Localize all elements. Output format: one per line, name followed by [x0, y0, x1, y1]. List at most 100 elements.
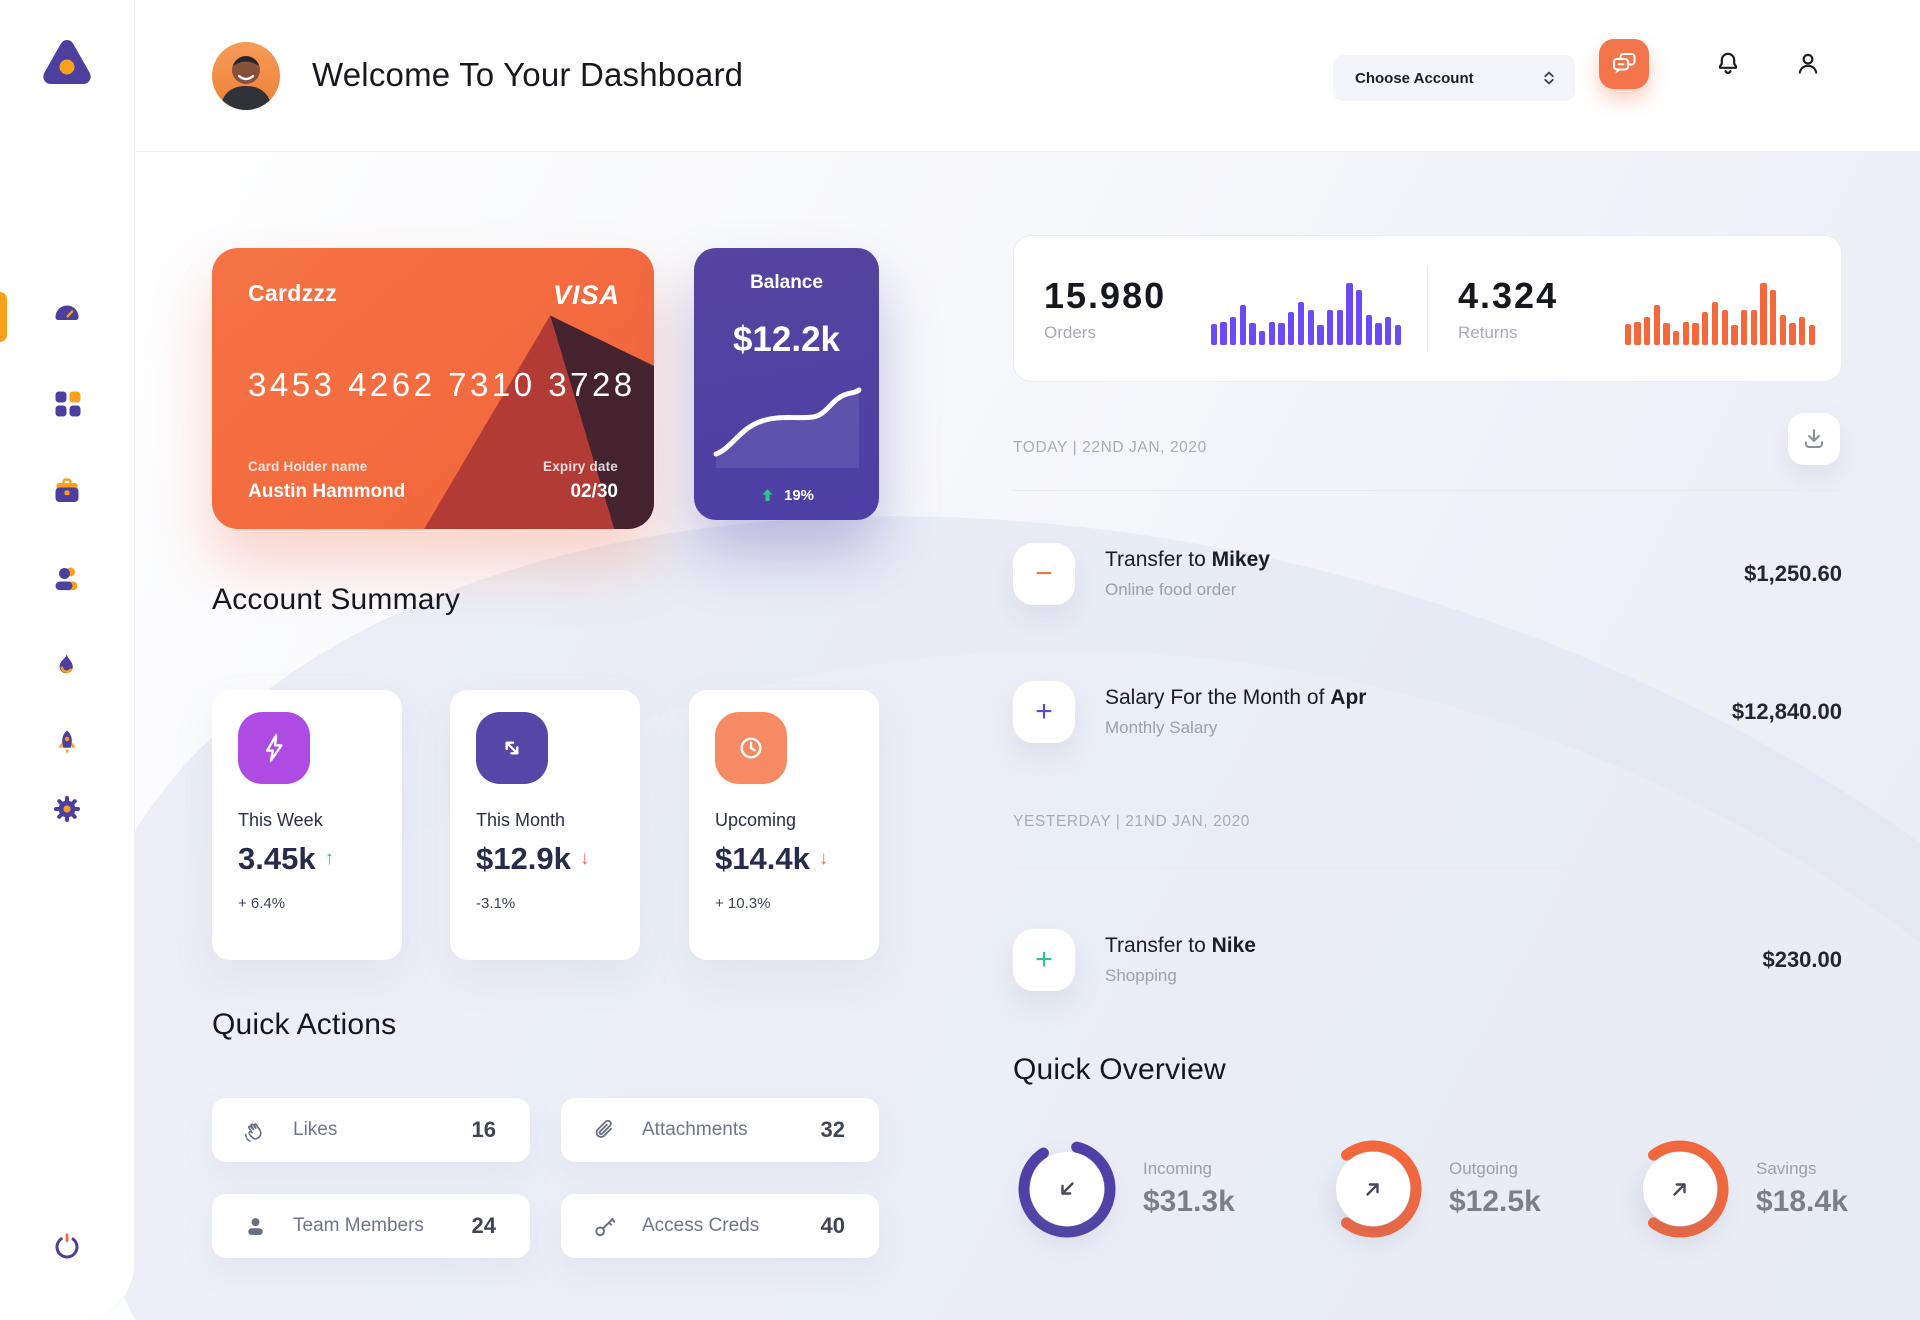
page-title: Welcome To Your Dashboard	[312, 56, 744, 93]
transaction-subtitle: Monthly Salary	[1105, 718, 1218, 737]
bell-icon	[1718, 52, 1738, 74]
orders-bar-chart	[1210, 282, 1401, 345]
clock-icon	[715, 712, 787, 784]
user-icon	[55, 567, 78, 591]
summary-card-this-month[interactable]: This Month $12.9k ↓ -3.1%	[450, 690, 640, 960]
incoming-ring-chart	[1013, 1135, 1121, 1243]
quick-action-likes[interactable]: Likes 16	[212, 1098, 530, 1162]
sidebar-item-apps[interactable]	[50, 386, 84, 420]
account-select[interactable]: Choose Account	[1333, 55, 1575, 101]
sidebar-item-activity[interactable]	[50, 650, 84, 684]
quick-action-access-creds[interactable]: Access Creds 40	[561, 1194, 879, 1258]
orders-label: Orders	[1044, 322, 1096, 342]
quick-action-count: 32	[820, 1117, 845, 1142]
summary-value: $14.4k	[715, 841, 810, 876]
logout-button[interactable]	[51, 1231, 83, 1268]
quick-action-attachments[interactable]: Attachments 32	[561, 1098, 879, 1162]
quick-action-label: Likes	[293, 1119, 338, 1140]
arrow-up-right-icon	[1366, 1183, 1379, 1196]
returns-label: Returns	[1458, 322, 1518, 342]
summary-value: $12.9k	[476, 841, 571, 876]
trend-arrow: ↓	[818, 848, 829, 869]
arrow-down-left-icon	[1061, 1182, 1074, 1195]
card-name: Cardzzz	[248, 280, 338, 306]
sidebar-item-dashboard[interactable]	[50, 298, 84, 332]
orders-value: 15.980	[1044, 274, 1167, 316]
account-summary-title: Account Summary	[212, 583, 461, 616]
ring-label: Savings	[1756, 1159, 1817, 1178]
summary-value: 3.45k	[238, 841, 316, 876]
sidebar-item-settings[interactable]	[50, 792, 84, 826]
sidebar-item-people[interactable]	[50, 562, 84, 596]
quick-action-label: Team Members	[293, 1215, 424, 1236]
transaction-amount: $12,840.00	[1731, 699, 1842, 724]
credit-card[interactable]: Cardzzz VISA 3453 4262 7310 3728 Card Ho…	[212, 248, 654, 529]
speedometer-icon	[55, 305, 79, 320]
balance-change: 19%	[783, 487, 815, 504]
plus-icon: +	[1013, 681, 1075, 743]
transaction-subtitle: Shopping	[1105, 966, 1177, 985]
triangle-logo-icon	[43, 40, 91, 84]
sidebar	[0, 0, 135, 1320]
transaction-title: Transfer to Mikey	[1105, 548, 1270, 571]
notifications-button[interactable]	[1712, 48, 1744, 85]
ring-value: $18.4k	[1756, 1185, 1848, 1218]
summary-delta: + 6.4%	[238, 895, 286, 912]
sidebar-item-launch[interactable]	[50, 726, 84, 760]
card-holder-name: Austin Hammond	[248, 481, 406, 502]
plus-icon: +	[1013, 929, 1075, 991]
card-expiry-value: 02/30	[570, 481, 618, 502]
key-icon	[595, 1217, 616, 1236]
app-logo[interactable]	[38, 34, 96, 92]
messages-button[interactable]	[1599, 39, 1649, 89]
account-select-label: Choose Account	[1355, 69, 1474, 87]
grid-icon	[55, 391, 81, 417]
sidebar-item-work[interactable]	[50, 474, 84, 508]
paperclip-icon	[595, 1119, 612, 1138]
briefcase-icon	[55, 478, 79, 502]
balance-line-chart	[713, 387, 862, 468]
quick-action-label: Access Creds	[642, 1215, 760, 1236]
summary-delta: + 10.3%	[715, 895, 771, 912]
summary-card-this-week[interactable]: This Week 3.45k ↑ + 6.4%	[212, 690, 402, 960]
date-header-yesterday: YESTERDAY | 21ND JAN, 2020	[1013, 813, 1251, 830]
transaction-row[interactable]: − Transfer to Mikey Online food order $1…	[1013, 543, 1842, 605]
header: Welcome To Your Dashboard Choose Account	[136, 0, 1920, 152]
sidebar-nav	[0, 298, 134, 826]
overview-incoming: Incoming $31.3k	[1013, 1135, 1235, 1243]
avatar-photo	[220, 56, 272, 110]
summary-delta: -3.1%	[476, 895, 516, 912]
divider	[1013, 868, 1842, 869]
profile-button[interactable]	[1792, 48, 1824, 85]
diagonal-arrow-icon	[476, 712, 548, 784]
balance-value: $12.2k	[732, 320, 841, 359]
orders-returns-card: 15.980 Orders 4.324 Returns	[1013, 235, 1842, 382]
transaction-row[interactable]: + Salary For the Month of Apr Monthly Sa…	[1013, 681, 1842, 743]
transaction-amount: $230.00	[1762, 947, 1842, 972]
summary-label: This Week	[238, 810, 323, 830]
download-button[interactable]	[1788, 413, 1840, 465]
transaction-row[interactable]: + Transfer to Nike Shopping $230.00	[1013, 929, 1842, 991]
profile-icon	[1798, 53, 1818, 74]
rocket-icon	[58, 730, 76, 754]
quick-action-team-members[interactable]: Team Members 24	[212, 1194, 530, 1258]
divider	[1427, 266, 1428, 351]
avatar[interactable]	[212, 42, 280, 110]
transaction-subtitle: Online food order	[1105, 580, 1237, 599]
transaction-title: Salary For the Month of Apr	[1105, 686, 1367, 709]
quick-action-count: 16	[471, 1117, 496, 1142]
active-nav-indicator	[0, 292, 7, 342]
card-holder-label: Card Holder name	[248, 459, 368, 474]
savings-ring-chart	[1626, 1135, 1734, 1243]
date-header-today: TODAY | 22ND JAN, 2020	[1013, 439, 1207, 456]
quick-action-count: 24	[471, 1213, 496, 1238]
quick-action-count: 40	[820, 1213, 845, 1238]
summary-card-upcoming[interactable]: Upcoming $14.4k ↓ + 10.3%	[689, 690, 879, 960]
divider	[1013, 490, 1842, 491]
download-icon	[1805, 429, 1823, 448]
returns-bar-chart	[1624, 282, 1815, 345]
card-decoration	[212, 248, 654, 529]
balance-card[interactable]: Balance $12.2k 19%	[694, 248, 879, 520]
power-icon	[55, 1233, 79, 1259]
